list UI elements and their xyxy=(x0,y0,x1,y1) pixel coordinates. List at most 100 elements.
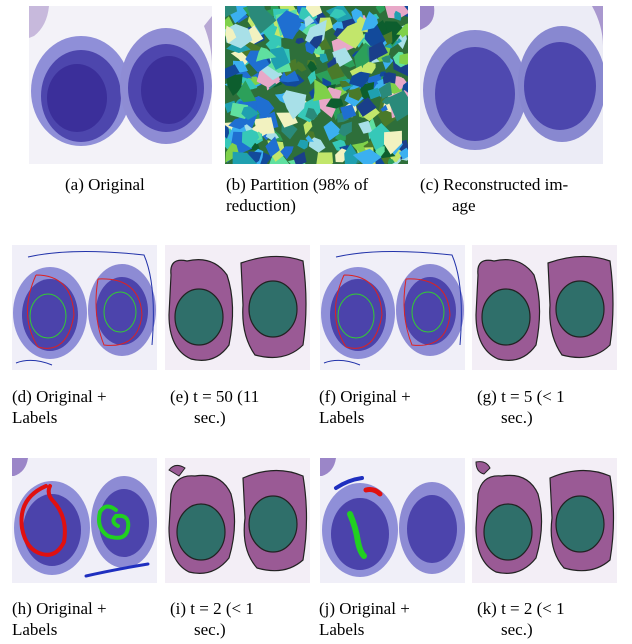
segmentation-result-image xyxy=(165,245,310,370)
panel-g-segmentation xyxy=(472,245,617,370)
partition-region xyxy=(304,15,315,28)
partition-region xyxy=(297,139,309,150)
caption-d-line2: Labels xyxy=(12,408,58,427)
partition-region xyxy=(225,64,240,79)
panel-c-reconstructed-image xyxy=(420,6,603,164)
caption-b-line2: reduction) xyxy=(226,196,296,215)
segmentation-result-image-3 xyxy=(165,458,310,583)
caption-h-line1: (h) Original + xyxy=(12,599,107,618)
caption-b: (b) Partition (98% of reduction) xyxy=(226,174,416,216)
original-cells-image xyxy=(29,6,212,164)
partition-region xyxy=(382,75,391,85)
panel-a-original-image xyxy=(29,6,212,164)
caption-k-line2: sec.) xyxy=(501,620,533,639)
partition-region xyxy=(276,10,302,40)
caption-c: (c) Reconstructed im- age xyxy=(420,174,620,216)
partition-region xyxy=(374,157,385,164)
caption-g: (g) t = 5 (< 1 sec.) xyxy=(477,386,627,428)
partition-region xyxy=(352,148,382,164)
partition-region xyxy=(387,158,395,164)
caption-c-line2: age xyxy=(452,196,476,215)
partition-region xyxy=(232,151,258,164)
caption-k-line1: (k) t = 2 (< 1 xyxy=(477,599,565,618)
partition-region xyxy=(280,146,294,160)
segmentation-result-image-2 xyxy=(472,245,617,370)
partition-region xyxy=(225,25,237,44)
partition-region xyxy=(351,8,364,25)
caption-e: (e) t = 50 (11 sec.) xyxy=(170,386,320,428)
caption-d: (d) Original + Labels xyxy=(12,386,167,428)
caption-e-line1: (e) t = 50 (11 xyxy=(170,387,260,406)
caption-j-line1: (j) Original + xyxy=(319,599,410,618)
partition-region xyxy=(368,123,397,151)
segmentation-result-image-4 xyxy=(472,458,617,583)
partition-region xyxy=(255,47,277,62)
partition-region xyxy=(307,69,317,85)
panel-f-original-labels xyxy=(320,245,465,370)
partition-region xyxy=(282,90,307,120)
partition-region xyxy=(327,57,337,71)
partition-region xyxy=(369,41,388,63)
partition-region xyxy=(326,62,345,80)
partition-region xyxy=(336,21,365,49)
partition-region xyxy=(241,129,260,149)
panel-b-partition-image xyxy=(225,6,408,164)
partition-region xyxy=(394,10,402,21)
partition-region xyxy=(323,120,343,141)
original-with-contours-image-2 xyxy=(320,245,465,370)
partition-region xyxy=(372,13,380,20)
caption-h: (h) Original + Labels xyxy=(12,598,167,640)
partition-region xyxy=(319,53,329,64)
caption-f-line1: (f) Original + xyxy=(319,387,411,406)
partition-region xyxy=(378,81,392,99)
partition-mosaic-image xyxy=(225,6,408,164)
partition-region xyxy=(316,152,334,164)
panel-j-original-scribbles xyxy=(320,458,465,583)
partition-region xyxy=(249,7,277,34)
partition-region xyxy=(375,6,385,14)
partition-region xyxy=(396,23,408,36)
caption-e-line2: sec.) xyxy=(194,408,226,427)
partition-region xyxy=(305,6,323,18)
partition-region xyxy=(379,31,393,46)
partition-region xyxy=(358,120,373,134)
partition-region xyxy=(254,117,275,135)
panel-i-segmentation xyxy=(165,458,310,583)
reconstructed-cells-image xyxy=(420,6,603,164)
partition-region xyxy=(349,69,371,88)
partition-region xyxy=(329,8,347,19)
partition-region xyxy=(399,53,408,65)
caption-k: (k) t = 2 (< 1 sec.) xyxy=(477,598,627,640)
partition-region xyxy=(305,135,314,142)
partition-region xyxy=(344,143,359,164)
partition-region xyxy=(387,90,408,122)
caption-f: (f) Original + Labels xyxy=(319,386,474,428)
partition-region xyxy=(241,106,260,120)
partition-region xyxy=(295,61,307,72)
panel-d-original-labels xyxy=(12,245,157,370)
original-with-scribbles-image-2 xyxy=(320,458,465,583)
partition-region xyxy=(225,125,230,139)
caption-j: (j) Original + Labels xyxy=(319,598,474,640)
partition-region xyxy=(361,11,379,32)
partition-region xyxy=(348,87,363,101)
original-with-contours-image xyxy=(12,245,157,370)
panel-k-segmentation xyxy=(472,458,617,583)
panel-e-segmentation xyxy=(165,245,310,370)
caption-g-line1: (g) t = 5 (< 1 xyxy=(477,387,565,406)
partition-region xyxy=(398,147,408,160)
partition-region xyxy=(236,80,257,103)
partition-region xyxy=(305,107,318,121)
partition-region xyxy=(367,87,381,100)
caption-f-line2: Labels xyxy=(319,408,365,427)
partition-region xyxy=(356,97,377,117)
caption-i-line2: sec.) xyxy=(194,620,226,639)
caption-c-line1: (c) Reconstructed im- xyxy=(420,175,569,194)
partition-region xyxy=(332,47,353,69)
partition-region xyxy=(325,98,344,109)
partition-region xyxy=(338,121,352,137)
partition-region xyxy=(381,55,391,63)
partition-region xyxy=(380,104,388,112)
partition-region xyxy=(340,104,357,120)
partition-region xyxy=(307,60,318,73)
